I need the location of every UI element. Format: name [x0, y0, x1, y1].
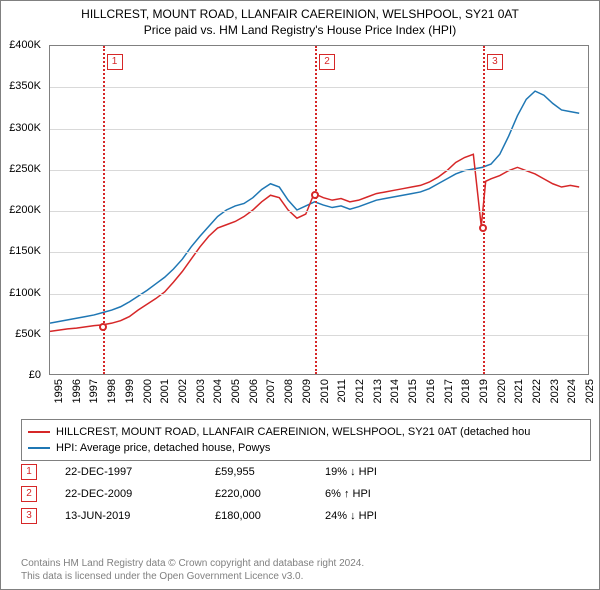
- gridline-h: [50, 335, 588, 336]
- title-subtitle: Price paid vs. HM Land Registry's House …: [1, 23, 599, 37]
- ytick-label: £100K: [1, 287, 45, 299]
- sale-marker-box: 3: [487, 54, 503, 70]
- series-svg: [50, 46, 588, 374]
- sale-row-delta: 24% ↓ HPI: [325, 510, 435, 522]
- title-block: HILLCREST, MOUNT ROAD, LLANFAIR CAEREINI…: [1, 1, 599, 37]
- sale-row-price: £59,955: [215, 466, 325, 478]
- plot-area: 1 2 3: [49, 45, 589, 375]
- gridline-h: [50, 252, 588, 253]
- sale-row-price: £180,000: [215, 510, 325, 522]
- legend-label-property: HILLCREST, MOUNT ROAD, LLANFAIR CAEREINI…: [56, 426, 530, 438]
- sale-marker-box: 1: [107, 54, 123, 70]
- sale-row: 2 22-DEC-2009£220,0006% ↑ HPI: [21, 483, 591, 505]
- sale-row: 3 13-JUN-2019£180,00024% ↓ HPI: [21, 505, 591, 527]
- sale-dot: [479, 224, 487, 232]
- gridline-h: [50, 211, 588, 212]
- chart-container: HILLCREST, MOUNT ROAD, LLANFAIR CAEREINI…: [0, 0, 600, 590]
- ytick-label: £300K: [1, 122, 45, 134]
- sale-row-date: 22-DEC-1997: [65, 466, 215, 478]
- ytick-label: £250K: [1, 163, 45, 175]
- sale-vline: [315, 46, 317, 374]
- ytick-label: £150K: [1, 245, 45, 257]
- sale-dot: [99, 323, 107, 331]
- sale-row-number: 1: [21, 464, 37, 480]
- gridline-h: [50, 129, 588, 130]
- ytick-label: £200K: [1, 204, 45, 216]
- chart-area: 1 2 3 £0 £50K £100K £150K £200K £250K £300K £350K…: [1, 45, 600, 411]
- title-address: HILLCREST, MOUNT ROAD, LLANFAIR CAEREINI…: [1, 7, 599, 21]
- ytick-label: £350K: [1, 80, 45, 92]
- xtick-label: 2025: [584, 379, 600, 403]
- legend-row-hpi: HPI: Average price, detached house, Powy…: [28, 440, 584, 456]
- legend-label-hpi: HPI: Average price, detached house, Powy…: [56, 442, 270, 454]
- ytick-label: £400K: [1, 39, 45, 51]
- sale-row-date: 22-DEC-2009: [65, 488, 215, 500]
- sale-row-delta: 6% ↑ HPI: [325, 488, 435, 500]
- sale-row-price: £220,000: [215, 488, 325, 500]
- ytick-label: £50K: [1, 328, 45, 340]
- sale-row-date: 13-JUN-2019: [65, 510, 215, 522]
- sale-row: 1 22-DEC-1997£59,95519% ↓ HPI: [21, 461, 591, 483]
- sale-row-number: 2: [21, 486, 37, 502]
- legend: HILLCREST, MOUNT ROAD, LLANFAIR CAEREINI…: [21, 419, 591, 461]
- legend-swatch-property: [28, 431, 50, 433]
- sales-table: 1 22-DEC-1997£59,95519% ↓ HPI 2 22-DEC-2009…: [21, 461, 591, 527]
- sale-vline: [483, 46, 485, 374]
- sale-marker-box: 2: [319, 54, 335, 70]
- legend-row-property: HILLCREST, MOUNT ROAD, LLANFAIR CAEREINI…: [28, 424, 584, 440]
- sale-row-number: 3: [21, 508, 37, 524]
- sale-row-delta: 19% ↓ HPI: [325, 466, 435, 478]
- gridline-h: [50, 294, 588, 295]
- legend-swatch-hpi: [28, 447, 50, 449]
- footer-line-2: This data is licensed under the Open Gov…: [21, 570, 364, 583]
- footer: Contains HM Land Registry data © Crown c…: [21, 557, 364, 583]
- ytick-label: £0: [1, 369, 45, 381]
- footer-line-1: Contains HM Land Registry data © Crown c…: [21, 557, 364, 570]
- sale-dot: [311, 191, 319, 199]
- gridline-h: [50, 170, 588, 171]
- gridline-h: [50, 87, 588, 88]
